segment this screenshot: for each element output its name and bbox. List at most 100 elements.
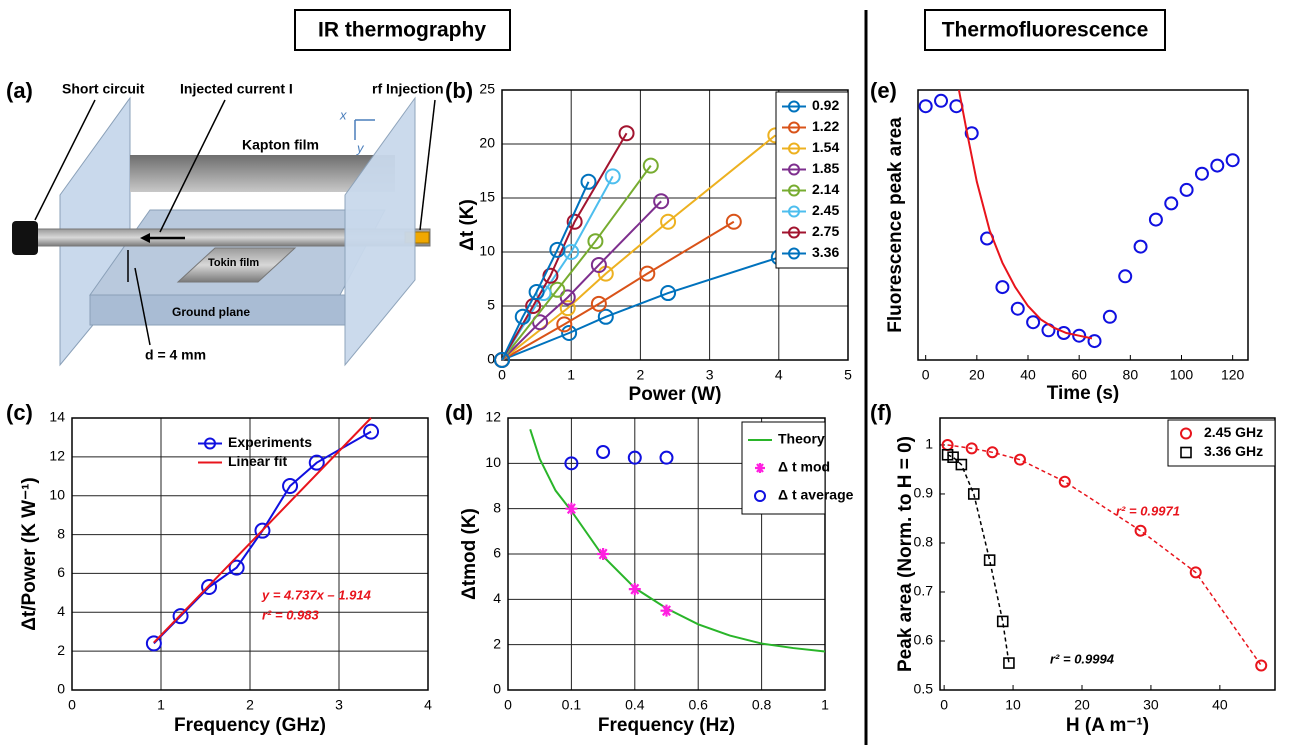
- marker: [145, 635, 162, 652]
- x-tick-label: 120: [1221, 367, 1245, 383]
- panel-label: (b): [445, 78, 473, 103]
- annotation: y = 4.737x – 1.914: [261, 587, 372, 602]
- x-tick-label: 20: [1074, 697, 1090, 713]
- series-line: [501, 200, 662, 361]
- x-tick-label: 0: [504, 697, 512, 713]
- marker: [1003, 657, 1015, 669]
- header: IR thermography: [318, 19, 486, 42]
- marker: [597, 548, 610, 560]
- marker: [1026, 315, 1041, 330]
- y-tick-label: 1: [925, 436, 933, 452]
- plot-frame: [507, 417, 826, 691]
- x-tick-label: 3: [706, 367, 714, 383]
- marker: [755, 463, 765, 473]
- x-tick-label: 0: [68, 697, 76, 713]
- y-tick-label: 0.9: [914, 485, 934, 501]
- marker: [964, 126, 979, 141]
- plot-frame: [71, 417, 429, 691]
- marker: [590, 295, 607, 312]
- header: Thermofluorescence: [942, 19, 1149, 42]
- series-line: [947, 444, 1262, 666]
- y-tick-label: 15: [479, 189, 495, 205]
- series-line: [957, 89, 1093, 340]
- marker: [788, 121, 800, 134]
- marker: [228, 559, 245, 576]
- callout: [34, 99, 96, 221]
- marker: [1133, 239, 1148, 254]
- marker: [1189, 566, 1202, 579]
- marker: [1225, 153, 1240, 168]
- marker: [597, 308, 614, 325]
- x-tick-label: 0.6: [688, 697, 708, 713]
- marker: [308, 454, 325, 471]
- series-line: [501, 256, 780, 361]
- marker: [934, 93, 949, 108]
- legend-label: Theory: [778, 431, 825, 447]
- y-tick-label: 0.7: [914, 583, 934, 599]
- marker: [983, 554, 996, 566]
- x-tick-label: 0: [940, 697, 948, 713]
- marker: [604, 168, 621, 185]
- annotation: r² = 0.9994: [1050, 651, 1115, 666]
- x-tick-label: 4: [424, 697, 432, 713]
- x-tick-label: 20: [969, 367, 985, 383]
- series-line: [529, 429, 826, 653]
- series-line: [501, 220, 735, 361]
- marker: [627, 450, 642, 465]
- series-line: [153, 417, 372, 644]
- diagram-label: Injected current I: [180, 81, 293, 97]
- marker: [1179, 182, 1194, 197]
- y-tick-label: 20: [479, 135, 495, 151]
- marker: [788, 142, 800, 155]
- marker: [918, 99, 933, 114]
- legend-label: 2.45 GHz: [1204, 424, 1263, 440]
- annotation: r² = 0.983: [262, 607, 320, 622]
- marker: [580, 173, 597, 190]
- diagram-label: Tokin film: [208, 257, 259, 269]
- y-tick-label: 12: [485, 409, 501, 425]
- marker: [1255, 659, 1268, 672]
- plate: [344, 96, 416, 367]
- marker: [947, 451, 959, 464]
- y-axis-label: Peak area (Norm. to H = 0): [895, 436, 916, 672]
- legend-label: 3.36: [812, 244, 839, 260]
- marker: [172, 608, 189, 625]
- plot-area: [918, 90, 1248, 360]
- marker: [1010, 301, 1025, 316]
- callout: [419, 99, 436, 231]
- marker: [528, 283, 545, 300]
- diagram-label: x: [339, 107, 347, 122]
- marker: [618, 125, 635, 142]
- y-tick-label: 10: [479, 243, 495, 259]
- marker: [653, 193, 670, 210]
- diagram-label: Ground plane: [172, 305, 250, 319]
- y-tick-label: 25: [479, 81, 495, 97]
- x-tick-label: 60: [1071, 367, 1087, 383]
- x-tick-label: 1: [567, 367, 575, 383]
- y-axis-label: Δt/Power (K W⁻¹): [19, 477, 40, 631]
- marker: [639, 265, 656, 282]
- x-tick-label: 10: [1005, 697, 1021, 713]
- x-tick-label: 1: [821, 697, 829, 713]
- marker: [788, 247, 800, 260]
- marker: [754, 490, 766, 502]
- x-tick-label: 100: [1170, 367, 1194, 383]
- diagram-label: y: [356, 140, 365, 155]
- marker: [201, 579, 218, 596]
- y-tick-label: 0: [493, 681, 501, 697]
- y-tick-label: 4: [493, 590, 501, 606]
- x-tick-label: 40: [1020, 367, 1036, 383]
- marker: [559, 289, 576, 306]
- x-axis-label: H (A m⁻¹): [1066, 715, 1149, 736]
- x-tick-label: 3: [335, 697, 343, 713]
- marker: [955, 458, 968, 471]
- marker: [1118, 269, 1133, 284]
- legend-box: [775, 91, 849, 269]
- legend-label: Linear fit: [228, 453, 287, 469]
- diagram-label: d = 4 mm: [145, 347, 206, 363]
- panel-label: (c): [6, 400, 33, 425]
- marker: [995, 280, 1010, 295]
- legend-label: 1.54: [812, 139, 839, 155]
- marker: [986, 446, 999, 459]
